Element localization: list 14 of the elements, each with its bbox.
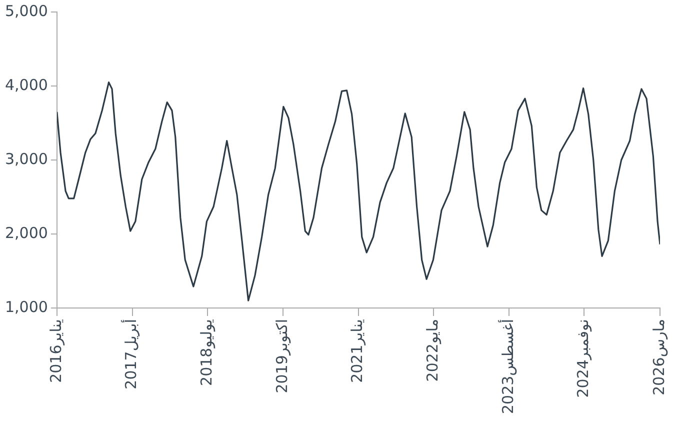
x-tick-label: يوليو2018 (198, 319, 216, 386)
y-tick-label: 1,000 (4, 298, 48, 316)
x-tick-label: مايو2022 (424, 319, 442, 382)
x-tick-label: نوفمبر2024 (574, 319, 592, 398)
x-tick-label: أبريل2017 (121, 319, 140, 390)
x-tick-label: مارس2026 (650, 319, 668, 396)
y-tick-label: 4,000 (4, 76, 48, 94)
x-tick-label: يناير2016 (46, 319, 65, 383)
y-tick-label: 5,000 (4, 2, 48, 20)
x-tick-label: يناير2021 (348, 319, 366, 383)
x-tick-label: أغسطس2023 (498, 319, 517, 414)
y-tick-label: 3,000 (4, 150, 48, 168)
y-tick-label: 2,000 (4, 224, 48, 242)
x-tick-label: اكتوبر2019 (272, 319, 291, 394)
